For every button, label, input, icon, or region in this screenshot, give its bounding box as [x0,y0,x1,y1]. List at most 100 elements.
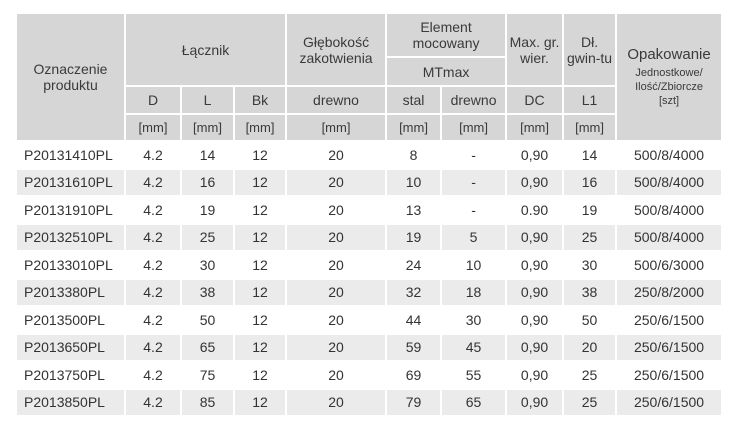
cell: 20 [285,140,388,170]
product-code: P20131410PL [15,140,126,170]
cell: 500/6/3000 [615,250,724,280]
cell: 44 [385,305,443,335]
cell: 12 [232,305,288,335]
cell: 19 [562,195,618,225]
cell: 4.2 [124,305,182,335]
cell: 0,90 [505,387,565,417]
cell: 20 [285,360,388,390]
cell: 19 [180,195,235,225]
cell: 250/8/2000 [615,277,724,307]
cell: 4.2 [124,387,182,417]
subheader-drewno: drewno [285,85,388,115]
table-row: P20133010PL 4.2 30 12 20 24 10 0,90 30 500/6/3000 [15,250,724,280]
unit-header: [mm] [505,113,565,142]
cell: 69 [385,360,443,390]
cell: 0,90 [505,305,565,335]
cell: 20 [285,222,388,252]
cell: 50 [562,305,618,335]
product-code: P20131610PL [15,167,126,197]
cell: 12 [232,222,288,252]
cell: - [440,140,508,170]
cell: 59 [385,332,443,362]
unit-header: [mm] [124,113,182,142]
cell: 75 [180,360,235,390]
cell: 12 [232,140,288,170]
cell: 0,90 [505,250,565,280]
cell: 250/6/1500 [615,387,724,417]
cell: 4.2 [124,360,182,390]
cell: 30 [180,250,235,280]
table-row: P20131910PL 4.2 19 12 20 13-0.90 19 500/8/4000 [15,195,724,225]
unit-header: [mm] [385,113,443,142]
cell: 0,90 [505,277,565,307]
cell: 0,90 [505,360,565,390]
table-row: P2013750PL 4.2 75 12 20 69 55 0,90 25 250/6/1500 [15,360,724,390]
cell: 10 [440,250,508,280]
cell: 79 [385,387,443,417]
cell: 12 [232,167,288,197]
cell: 65 [440,387,508,417]
cell: 4.2 [124,332,182,362]
subheader-l1: L1 [562,85,618,115]
product-code: P20132510PL [15,222,126,252]
header-glebokosc: Głębokość zakotwienia [285,12,388,87]
header-dl: Dł. gwin-tu [562,12,618,87]
cell: 500/8/4000 [615,140,724,170]
header-maxgr: Max. gr. wier. [505,12,565,87]
cell: 14 [180,140,235,170]
subheader-stal: stal [385,85,443,115]
subheader-bk: Bk [232,85,288,115]
product-code: P2013500PL [15,305,126,335]
opak-sub: Jednostkowe/ Ilość/Zbiorcze [635,66,703,93]
unit-header: [mm] [562,113,618,142]
subheader-drewno-mt: drewno [440,85,508,115]
cell: 250/6/1500 [615,332,724,362]
header-lacznik: Łącznik [123,12,288,87]
cell: 19 [385,222,443,252]
cell: 20 [285,277,388,307]
cell: 250/6/1500 [615,305,724,335]
cell: 12 [232,250,288,280]
cell: 38 [180,277,235,307]
cell: 50 [180,305,235,335]
unit-header: [mm] [232,113,288,142]
product-code: P20131910PL [15,195,126,225]
product-code: P2013650PL [15,332,126,362]
cell: 32 [385,277,443,307]
cell: 14 [562,140,618,170]
table-row: P2013650PL 4.2 65 12 20 59 45 0,90 20 250/6/1500 [15,332,724,362]
cell: 500/8/4000 [615,195,724,225]
cell: 12 [232,195,288,225]
cell: 30 [562,250,618,280]
cell: 12 [232,332,288,362]
cell: 16 [562,167,618,197]
header-element: Element mocowany [385,12,508,58]
table-body: P20131410PL 4.2 14 12 20 8-0,90 14 500/8/4000 P2… [15,140,724,417]
cell: 250/6/1500 [615,360,724,390]
cell: 30 [440,305,508,335]
cell: 20 [285,195,388,225]
product-code: P2013380PL [15,277,126,307]
cell: 500/8/4000 [615,167,724,197]
cell: 18 [440,277,508,307]
unit-header: [mm] [285,113,388,142]
cell: 13 [385,195,443,225]
cell: 5 [440,222,508,252]
subheader-dc: DC [505,85,565,115]
cell: 38 [562,277,618,307]
table-row: P2013500PL 4.2 50 12 20 44 30 0,90 50 250/6/1500 [15,305,724,335]
cell: 20 [285,387,388,417]
cell: 55 [440,360,508,390]
cell: 20 [285,305,388,335]
header-mtmax: MTmax [385,56,508,87]
cell: 4.2 [124,250,182,280]
unit-header: [mm] [440,113,508,142]
cell: 25 [180,222,235,252]
cell: 25 [562,387,618,417]
cell: - [440,195,508,225]
cell: 20 [285,332,388,362]
product-code: P2013850PL [15,387,126,417]
cell: 0,90 [505,332,565,362]
cell: 0,90 [505,222,565,252]
cell: 8 [385,140,443,170]
